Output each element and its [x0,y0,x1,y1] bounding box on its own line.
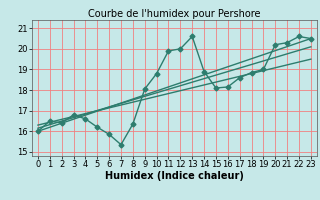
X-axis label: Humidex (Indice chaleur): Humidex (Indice chaleur) [105,171,244,181]
Title: Courbe de l'humidex pour Pershore: Courbe de l'humidex pour Pershore [88,9,261,19]
